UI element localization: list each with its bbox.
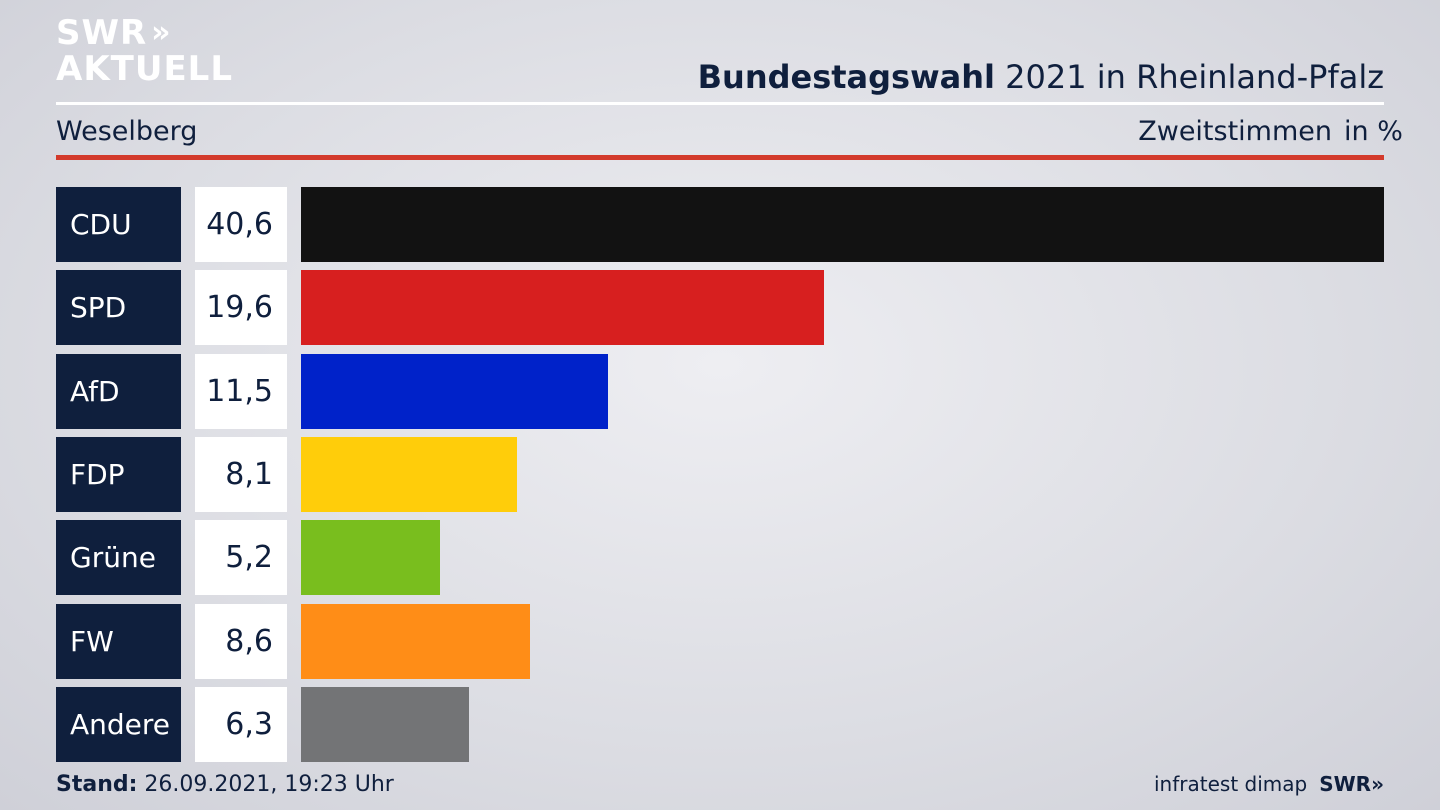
source-label: infratest dimap [1154,772,1308,796]
metric-label: Zweitstimmen [1138,116,1332,147]
bar-fw [301,603,531,679]
bar-afd [301,353,608,429]
value-label: 8,1 [195,436,287,512]
logo-line2: AKTUELL [56,49,234,89]
unit-label: in % [1344,116,1403,147]
bar-row-cdu: CDU 40,6 [56,187,1384,262]
value-label: 11,5 [195,353,287,429]
value-label: 19,6 [195,270,287,346]
bar-fdp [301,436,518,512]
bar-spd [301,270,824,346]
logo-line1: SWR [56,13,148,53]
party-label: FDP [56,436,181,512]
bar-row-fw: FW 8,6 [56,603,1384,679]
location-label: Weselberg [56,116,198,147]
timestamp: Stand: 26.09.2021, 19:23 Uhr [56,772,394,797]
value-label: 40,6 [195,187,287,262]
bar-andere [301,686,470,762]
stand-label: Stand: [56,772,138,797]
header-divider [56,102,1384,105]
party-label: Andere [56,686,181,762]
bar-row-afd: AfD 11,5 [56,353,1384,429]
party-label: SPD [56,270,181,346]
value-label: 6,3 [195,686,287,762]
swr-brand-logo: SWR» [1319,772,1384,796]
party-label: CDU [56,187,181,262]
bar-row-fdp: FDP 8,1 [56,436,1384,512]
party-label: Grüne [56,520,181,596]
bar-row-grüne: Grüne 5,2 [56,520,1384,596]
title-bold: Bundestagswahl [697,58,995,96]
chart-title: Bundestagswahl 2021 in Rheinland-Pfalz [698,58,1384,96]
stand-value: 26.09.2021, 19:23 Uhr [137,772,394,797]
value-label: 5,2 [195,520,287,596]
bar-row-andere: Andere 6,3 [56,686,1384,762]
swr-aktuell-logo: SWR» AKTUELL [56,16,233,86]
value-label: 8,6 [195,603,287,679]
accent-divider [56,155,1384,160]
bar-row-spd: SPD 19,6 [56,270,1384,346]
title-rest: 2021 in Rheinland-Pfalz [995,58,1384,96]
party-label: AfD [56,353,181,429]
party-label: FW [56,603,181,679]
bar-grüne [301,520,440,596]
logo-chevrons-icon: » [151,15,171,50]
bar-cdu [301,187,1384,262]
source-credit: infratest dimap SWR» [1154,772,1384,796]
